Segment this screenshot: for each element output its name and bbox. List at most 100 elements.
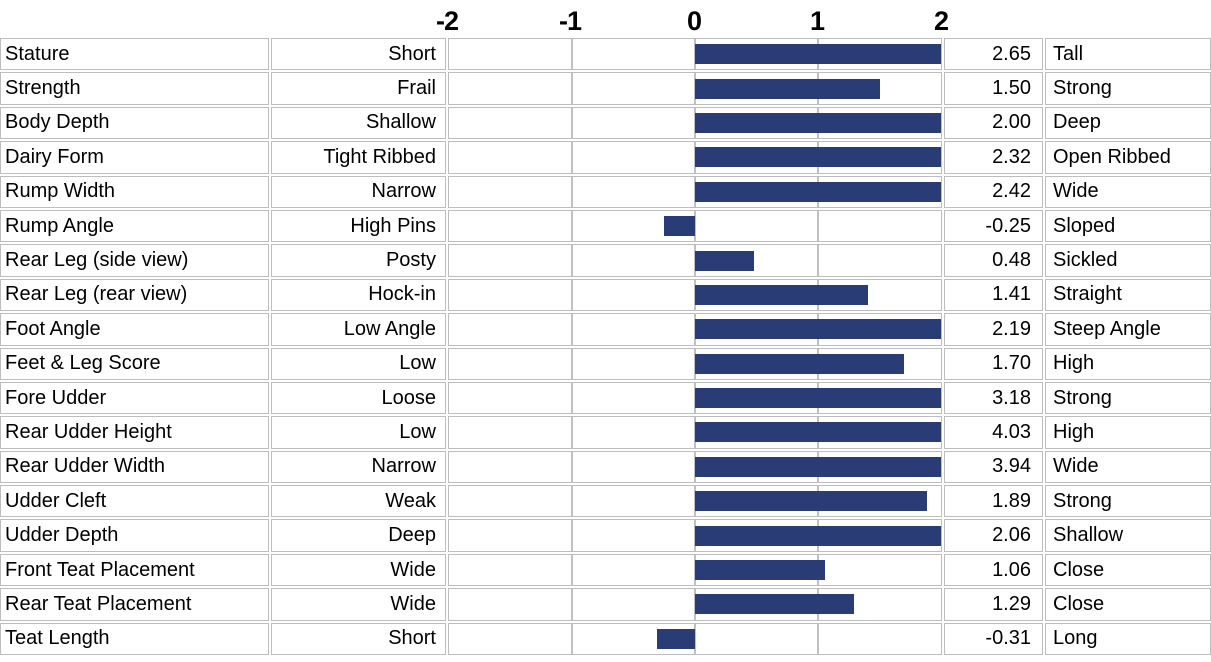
sta-value: 2.00 [944, 106, 1043, 140]
sta-value: 1.41 [944, 278, 1043, 312]
low-descriptor: Narrow [271, 450, 446, 484]
gridline-neg1 [571, 210, 573, 242]
gridline-neg1 [571, 245, 573, 276]
sta-bar [695, 112, 941, 133]
bar-cell [448, 209, 942, 243]
high-descriptor: Deep [1045, 106, 1211, 140]
sta-value: 1.29 [944, 588, 1043, 621]
trait-label: Rear Leg (side view) [0, 244, 269, 277]
high-descriptor: Straight [1045, 278, 1211, 312]
trait-label: Rump Width [0, 175, 269, 208]
axis-tick-neg2: -2 [435, 6, 459, 36]
axis-tick-1: 1 [809, 6, 825, 36]
trait-label: Stature [0, 38, 269, 71]
sta-value: 0.48 [944, 244, 1043, 277]
low-descriptor: Low [271, 416, 446, 449]
sta-bar [695, 525, 941, 546]
high-descriptor: Wide [1045, 175, 1211, 208]
gridline-neg1 [571, 176, 573, 207]
low-descriptor: Deep [271, 519, 446, 552]
high-descriptor: Sickled [1045, 244, 1211, 277]
sta-value: 1.70 [944, 347, 1043, 380]
gridline-zero [694, 623, 696, 655]
low-descriptor: Low Angle [271, 313, 446, 346]
sta-value: 2.06 [944, 519, 1043, 552]
sta-value: 3.18 [944, 381, 1043, 415]
sta-bar [695, 250, 755, 271]
trait-label: Rump Angle [0, 209, 269, 243]
bar-cell [448, 381, 942, 415]
trait-label: Fore Udder [0, 381, 269, 415]
gridline-neg1 [571, 314, 573, 345]
high-descriptor: Strong [1045, 72, 1211, 105]
trait-label: Teat Length [0, 622, 269, 656]
trait-label: Udder Cleft [0, 485, 269, 518]
gridline-neg1 [571, 554, 573, 586]
sta-value: 2.19 [944, 313, 1043, 346]
axis-tick-2: 2 [933, 6, 949, 36]
bar-cell [448, 38, 942, 71]
gridline-pos1 [817, 623, 819, 655]
low-descriptor: High Pins [271, 209, 446, 243]
trait-label: Dairy Form [0, 141, 269, 174]
high-descriptor: Open Ribbed [1045, 141, 1211, 174]
gridline-neg1 [571, 348, 573, 379]
trait-label: Rear Udder Height [0, 416, 269, 449]
high-descriptor: High [1045, 416, 1211, 449]
sta-bar [695, 78, 880, 99]
axis-tick-0: 0 [686, 6, 702, 36]
low-descriptor: Shallow [271, 106, 446, 140]
high-descriptor: Shallow [1045, 519, 1211, 552]
gridline-neg1 [571, 382, 573, 414]
sta-bar [695, 319, 941, 340]
bar-cell [448, 485, 942, 518]
trait-table: Stature Short 2.65 Tall Strength Frail 1… [0, 38, 1211, 656]
trait-label: Rear Teat Placement [0, 588, 269, 621]
low-descriptor: Loose [271, 381, 446, 415]
bar-cell [448, 278, 942, 312]
gridline-neg1 [571, 623, 573, 655]
sta-value: -0.25 [944, 209, 1043, 243]
trait-label: Feet & Leg Score [0, 347, 269, 380]
bar-cell [448, 141, 942, 174]
gridline-neg1 [571, 451, 573, 483]
sta-value: 1.89 [944, 485, 1043, 518]
gridline-pos1 [817, 245, 819, 276]
low-descriptor: Posty [271, 244, 446, 277]
bar-cell [448, 519, 942, 552]
gridline-neg1 [571, 520, 573, 551]
high-descriptor: Long [1045, 622, 1211, 656]
bar-cell [448, 72, 942, 105]
trait-label: Body Depth [0, 106, 269, 140]
sta-value: 4.03 [944, 416, 1043, 449]
bar-cell [448, 622, 942, 656]
sta-bar [695, 491, 928, 512]
sta-value: 3.94 [944, 450, 1043, 484]
gridline-neg1 [571, 39, 573, 70]
sta-bar [695, 422, 941, 443]
low-descriptor: Hock-in [271, 278, 446, 312]
high-descriptor: Tall [1045, 38, 1211, 71]
trait-label: Rear Leg (rear view) [0, 278, 269, 312]
high-descriptor: Strong [1045, 485, 1211, 518]
high-descriptor: High [1045, 347, 1211, 380]
bar-cell [448, 347, 942, 380]
gridline-neg1 [571, 589, 573, 620]
sta-bar [695, 147, 941, 168]
sta-bar [695, 353, 905, 374]
low-descriptor: Low [271, 347, 446, 380]
high-descriptor: Wide [1045, 450, 1211, 484]
gridline-pos1 [817, 210, 819, 242]
low-descriptor: Weak [271, 485, 446, 518]
sta-bar [695, 181, 941, 202]
trait-label: Udder Depth [0, 519, 269, 552]
low-descriptor: Short [271, 38, 446, 71]
low-descriptor: Wide [271, 588, 446, 621]
sta-bar [695, 44, 941, 65]
low-descriptor: Frail [271, 72, 446, 105]
bar-cell [448, 416, 942, 449]
gridline-neg1 [571, 417, 573, 448]
sta-value: 2.42 [944, 175, 1043, 208]
sta-bar [656, 628, 695, 649]
